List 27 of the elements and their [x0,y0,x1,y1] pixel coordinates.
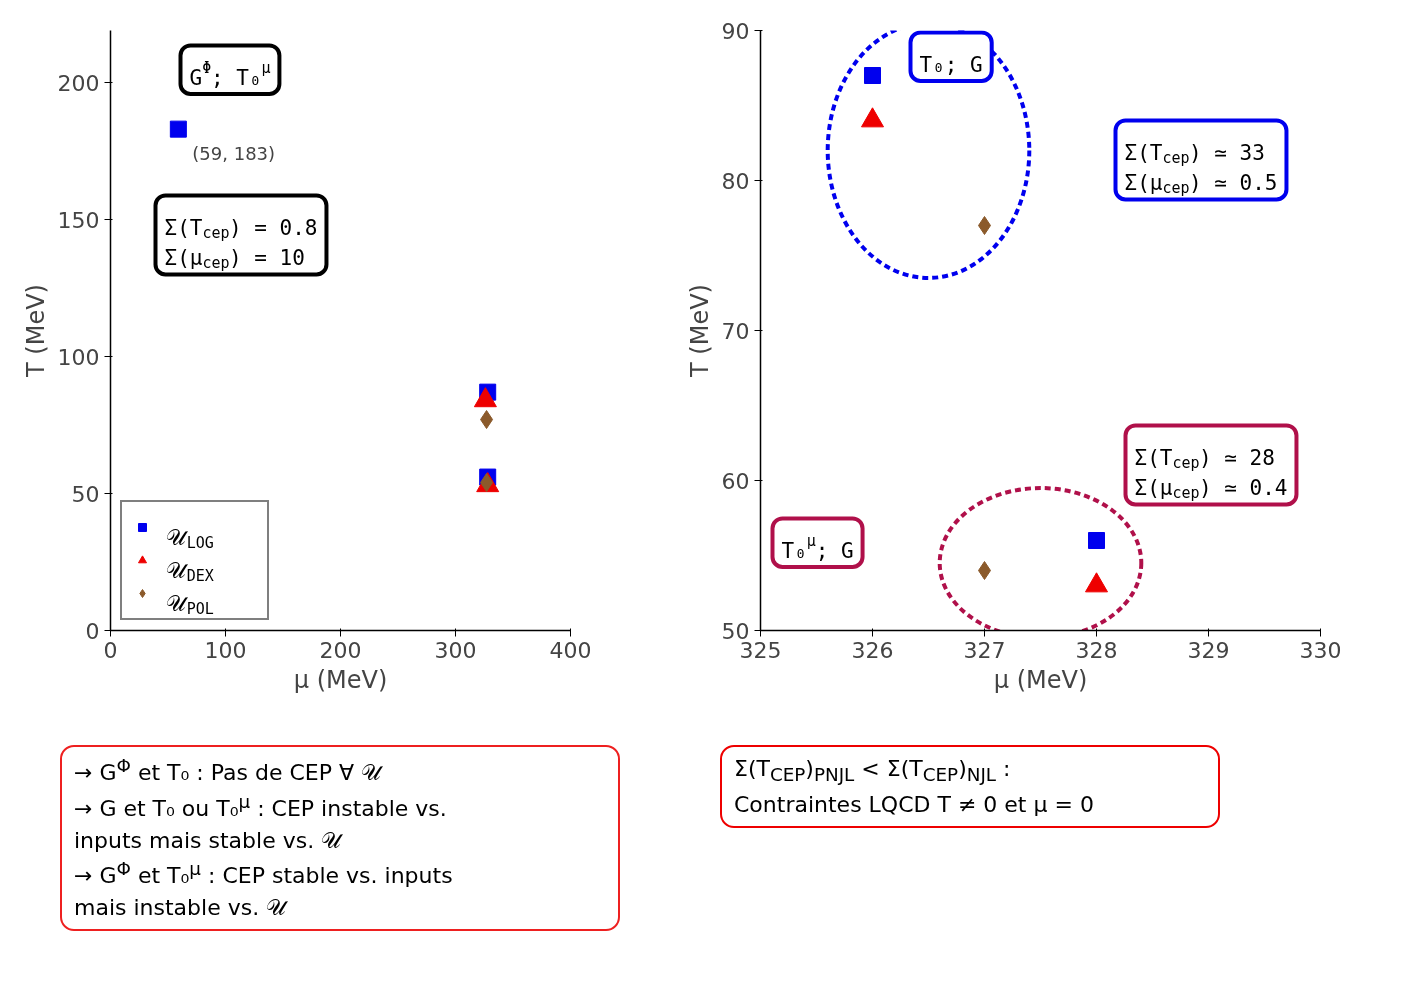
y-tick-label: 100 [57,344,100,370]
x-axis-title: μ (MeV) [993,665,1088,694]
annotation: (59, 183) [192,143,276,165]
x-tick-label: 327 [963,637,1006,663]
y-tick-label: 70 [721,318,750,344]
y-tick-label: 60 [721,468,750,494]
x-tick-label: 0 [103,637,118,663]
text: → G$^{Φ}$ et T₀ : Pas de CEP ∀ 𝒰 → G et T₀ ou T₀$^{μ}$ : CEP instable vs. inputs mais stable vs. 𝒰 → G$^{Φ}$ et T₀$^{μ}$ : CEP stable vs. inputs mais instable vs. 𝒰 [74,755,453,920]
x-tick-label: 100 [204,637,247,663]
y-tick-label: 50 [71,481,100,507]
y-axis-title: T (MeV) [685,284,714,378]
y-tick-label: 200 [57,70,100,96]
x-tick-label: 400 [549,637,592,663]
y-tick-label: 150 [57,207,100,233]
x-tick-label: 330 [1299,637,1342,663]
y-tick-label: 90 [721,18,750,44]
x-tick-label: 200 [319,637,362,663]
y-tick-label: 80 [721,168,750,194]
y-axis-title: T (MeV) [21,284,50,378]
text: Σ(T$_{CEP}$)$_{PNJL}$ < Σ(T$_{CEP}$)$_{NJL}$ : Contraintes LQCD T ≠ 0 et μ = 0 [734,756,1094,817]
x-axis-title: μ (MeV) [293,665,388,694]
x-tick-label: 329 [1187,637,1230,663]
y-tick-label: 0 [85,618,100,644]
x-tick-label: 328 [1075,637,1118,663]
x-tick-label: 326 [851,637,894,663]
annotation: T₀; G [919,52,983,77]
x-tick-label: 300 [434,637,477,663]
